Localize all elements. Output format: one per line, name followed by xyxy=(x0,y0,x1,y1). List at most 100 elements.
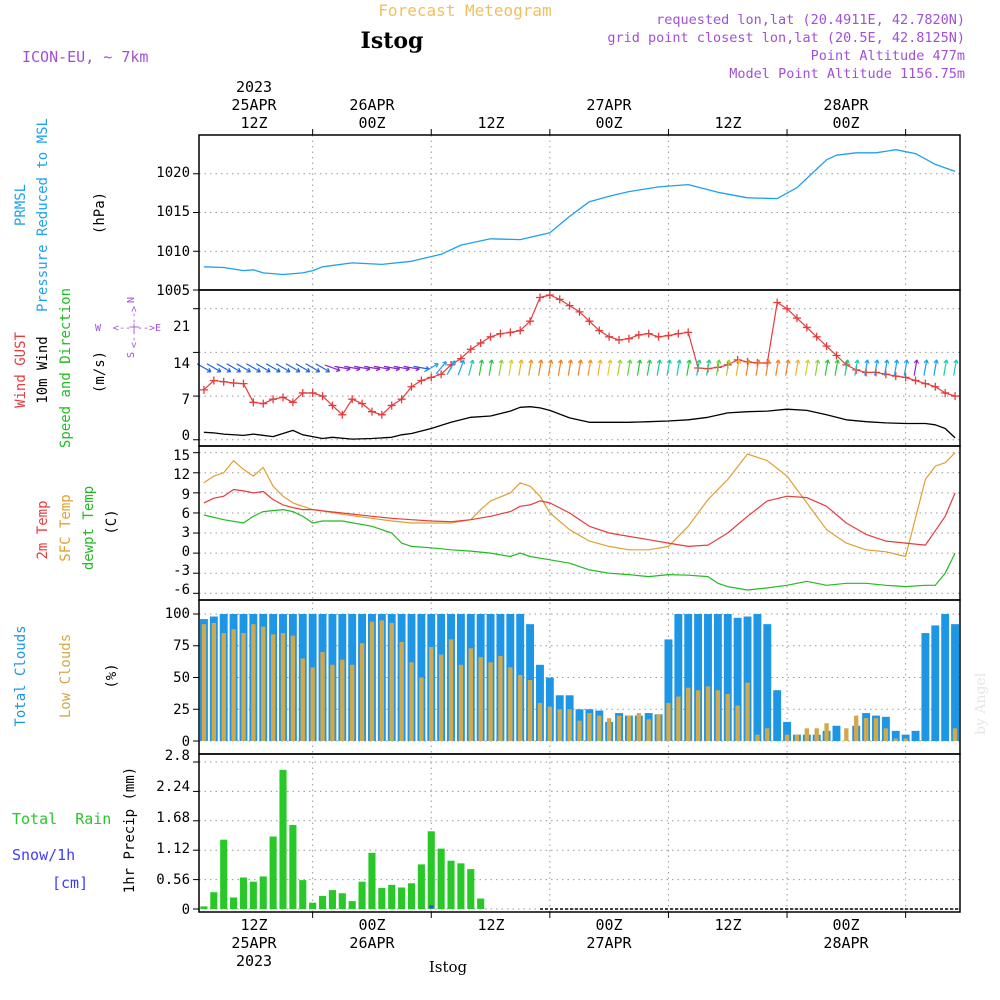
pressure-tick-label: 1005 xyxy=(156,283,190,299)
wind-direction-arrow xyxy=(363,365,380,370)
total-cloud-bar xyxy=(664,639,673,741)
wind-direction-arrow xyxy=(457,360,465,376)
rain-bar xyxy=(210,892,218,909)
wind-direction-arrowhead xyxy=(557,359,564,364)
rain-bar xyxy=(239,877,248,909)
top-axis-hour: 12Z xyxy=(240,114,267,132)
total-cloud-bar xyxy=(704,614,712,741)
pressure-tick-label: 1015 xyxy=(156,204,190,220)
wind-direction-arrow xyxy=(478,359,483,376)
rain-bar xyxy=(407,883,416,909)
wind-direction-arrowhead xyxy=(953,359,959,364)
wind-direction-arrow xyxy=(735,359,740,376)
wind-direction-arrowhead xyxy=(775,359,781,364)
pressure-label: Pressure Reduced to MSL xyxy=(35,118,51,312)
gust-marker xyxy=(407,382,416,391)
total-cloud-bar xyxy=(763,624,772,741)
wind-direction-arrowhead xyxy=(508,359,514,364)
direction-label: Speed and Direction xyxy=(58,288,74,448)
gust-marker xyxy=(684,328,693,337)
rain-label: Total Rain xyxy=(12,810,111,828)
top-axis-date: 27APR xyxy=(586,96,632,114)
gust-marker xyxy=(822,342,831,351)
wind-direction-arrow xyxy=(246,363,261,373)
wind-direction-arrowhead xyxy=(451,360,456,365)
wind-direction-arrowhead xyxy=(266,367,271,373)
compass-east: E xyxy=(155,323,161,334)
bottom-axis-date: 28APR xyxy=(823,934,869,952)
precip-ylabel: 1hr Precip (mm) xyxy=(122,767,138,893)
gust-marker xyxy=(219,377,228,386)
low-cloud-bar xyxy=(547,706,553,741)
wind-direction-arrowhead xyxy=(785,359,791,364)
low-cloud-bar xyxy=(409,662,414,741)
low-cloud-bar xyxy=(893,738,898,741)
total-cloud-bar xyxy=(901,734,910,741)
low-cloud-bar xyxy=(656,714,661,741)
gust-marker xyxy=(377,410,386,419)
gust-marker xyxy=(792,314,801,323)
top-axis-hour: 00Z xyxy=(595,114,622,132)
gust-marker xyxy=(634,330,643,339)
pressure-unit: (hPa) xyxy=(92,192,108,234)
gust-marker xyxy=(328,401,337,410)
wind-direction-arrow xyxy=(636,359,641,376)
wind-unit: (m/s) xyxy=(92,351,108,393)
wind-direction-arrowhead xyxy=(460,359,466,365)
wind-direction-arrow xyxy=(557,359,562,376)
bottom-axis-date: 26APR xyxy=(349,934,395,952)
gust-marker xyxy=(348,395,357,404)
point-altitude: Point Altitude 477m xyxy=(811,48,965,64)
wind-direction-arrowhead xyxy=(587,359,593,364)
wind-direction-arrow xyxy=(824,359,829,376)
gust-marker xyxy=(941,388,950,397)
dewpoint-line xyxy=(203,509,956,591)
wind-direction-arrowhead xyxy=(874,359,880,364)
rain-bar xyxy=(200,906,208,909)
low-cloud-bar xyxy=(211,622,216,741)
rain-bar xyxy=(249,881,257,909)
wind-direction-arrowhead xyxy=(844,359,850,364)
gust-marker xyxy=(773,298,782,307)
wind-direction-arrow xyxy=(607,359,612,376)
low-cloud-bar xyxy=(626,715,632,741)
wind-direction-arrow xyxy=(424,363,439,373)
gust-marker xyxy=(585,317,594,326)
wind-direction-arrow xyxy=(626,359,631,376)
wind-tick-label: 7 xyxy=(182,392,190,408)
precip-tick-labels: 0 0.56 1.12 1.68 2.24 2.8 xyxy=(156,748,190,918)
pressure-tick-label: 1020 xyxy=(156,165,190,181)
total-cloud-bar xyxy=(783,721,791,741)
gust-marker xyxy=(288,398,297,407)
wind-direction-arrowhead xyxy=(656,359,663,364)
wind-direction-arrowhead xyxy=(805,359,811,364)
total-cloud-bar xyxy=(931,625,940,741)
wind-labels: Wind GUST 10m Wind Speed and Direction (… xyxy=(13,288,161,448)
bottom-axis-hour: 00Z xyxy=(358,916,385,934)
pressure-tick-label: 1010 xyxy=(156,244,190,260)
low-cloud-bar xyxy=(488,662,493,741)
rain-bar xyxy=(417,864,425,909)
rain-bar xyxy=(398,887,406,909)
wind-direction-arrow xyxy=(265,363,281,373)
product-title: Forecast Meteogram xyxy=(378,1,551,20)
low-cloud-bar xyxy=(350,664,355,741)
low-cloud-bar xyxy=(824,723,829,741)
low-cloud-bar xyxy=(695,690,701,741)
snow-label: Snow/1h xyxy=(12,846,75,864)
low-cloud-bar xyxy=(765,728,770,741)
precip-labels: Total Rain Snow/1h [cm] 1hr Precip (mm) xyxy=(12,767,138,893)
temp-tick-label: -3 xyxy=(173,563,190,579)
low-cloud-bar xyxy=(429,647,434,741)
rain-bar xyxy=(299,880,307,909)
wind-direction-arrow xyxy=(775,359,780,376)
gust-marker xyxy=(199,385,208,394)
wind-direction-arrowhead xyxy=(434,362,439,368)
wind-direction-arrow xyxy=(206,363,222,373)
cloud-tick-label: 100 xyxy=(165,606,190,622)
panel-frames xyxy=(193,129,961,918)
gust-marker xyxy=(615,335,624,344)
wind-direction-arrow xyxy=(393,365,410,370)
low-cloud-bar xyxy=(705,686,711,741)
wind-tick-label: 14 xyxy=(173,356,190,372)
